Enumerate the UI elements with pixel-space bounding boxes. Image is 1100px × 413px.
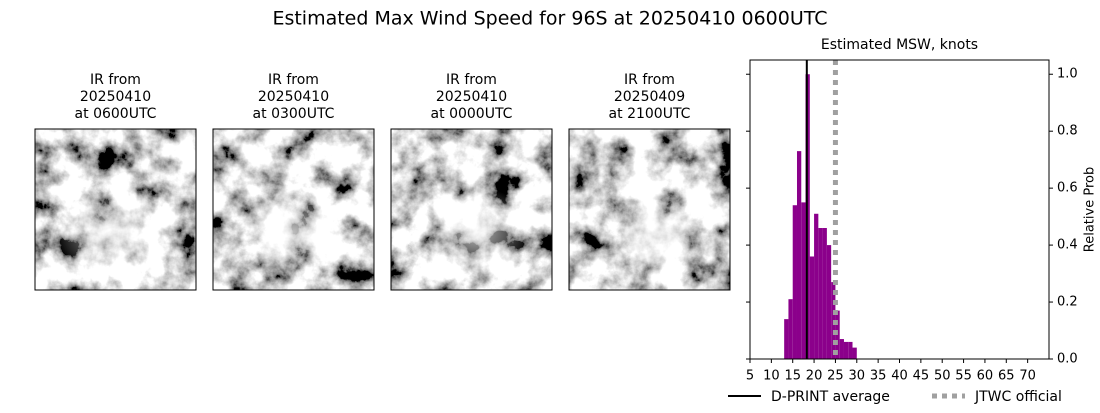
storm-cloud: [238, 187, 348, 277]
image-frame: [568, 128, 731, 291]
image-frame: [390, 128, 553, 291]
bar: [818, 228, 823, 359]
storm-cloud: [421, 187, 531, 277]
legend-label: D-PRINT average: [771, 389, 890, 405]
panel-title: IR from: [268, 72, 319, 88]
bar: [839, 339, 844, 359]
panel-title: IR from: [90, 72, 141, 88]
panel-title: 20250410: [258, 89, 329, 105]
x-tick-label: 20: [806, 369, 823, 384]
x-tick-label: 50: [934, 369, 951, 384]
panel-title: 20250410: [436, 89, 507, 105]
bar: [792, 205, 797, 359]
panel-title: IR from: [624, 72, 675, 88]
x-tick-label: 25: [827, 369, 844, 384]
bar: [852, 347, 857, 359]
bar: [848, 341, 853, 359]
figure-title: Estimated Max Wind Speed for 96S at 2025…: [272, 8, 827, 30]
y-tick-label: 0.8: [1057, 124, 1078, 139]
x-tick-label: 35: [870, 369, 887, 384]
bar: [822, 228, 827, 359]
y-tick-label: 0.2: [1057, 295, 1078, 310]
y-tick-label: 0.6: [1057, 181, 1078, 196]
x-tick-label: 30: [849, 369, 866, 384]
x-tick-label: 65: [998, 369, 1015, 384]
x-tick-label: 15: [784, 369, 801, 384]
panel-title: at 2100UTC: [609, 106, 691, 122]
x-tick-label: 5: [746, 369, 754, 384]
y-tick-label: 0.4: [1057, 238, 1078, 253]
x-tick-label: 60: [977, 369, 994, 384]
bar: [843, 341, 849, 359]
panel-title: at 0600UTC: [75, 106, 157, 122]
bar: [784, 319, 789, 359]
legend-label: JTWC official: [974, 389, 1062, 405]
x-tick-label: 55: [955, 369, 972, 384]
x-tick-label: 45: [913, 369, 930, 384]
bar: [809, 256, 815, 359]
panel-title: 20250409: [614, 89, 685, 105]
x-tick-label: 70: [1019, 369, 1036, 384]
panel-title: 20250410: [80, 89, 151, 105]
bar: [788, 299, 793, 359]
bar: [814, 213, 819, 359]
x-tick-label: 40: [891, 369, 908, 384]
bar: [826, 245, 832, 359]
y-axis-label: Relative Prob: [1083, 167, 1098, 252]
y-tick-label: 0.0: [1057, 352, 1078, 367]
panel-title: IR from: [446, 72, 497, 88]
x-tick-label: 10: [763, 369, 780, 384]
image-frame: [212, 128, 375, 291]
histogram-chart: Estimated MSW, knots Relative Prob D-PRINT…: [728, 37, 1098, 405]
image-frame: [34, 128, 197, 291]
bar: [796, 151, 802, 359]
bar: [801, 202, 806, 359]
panel-title: at 0000UTC: [431, 106, 513, 122]
panel-title: at 0300UTC: [253, 106, 335, 122]
storm-cloud: [55, 187, 165, 277]
storm-cloud: [604, 187, 714, 277]
y-tick-label: 1.0: [1057, 67, 1078, 82]
chart-title: Estimated MSW, knots: [821, 37, 978, 53]
